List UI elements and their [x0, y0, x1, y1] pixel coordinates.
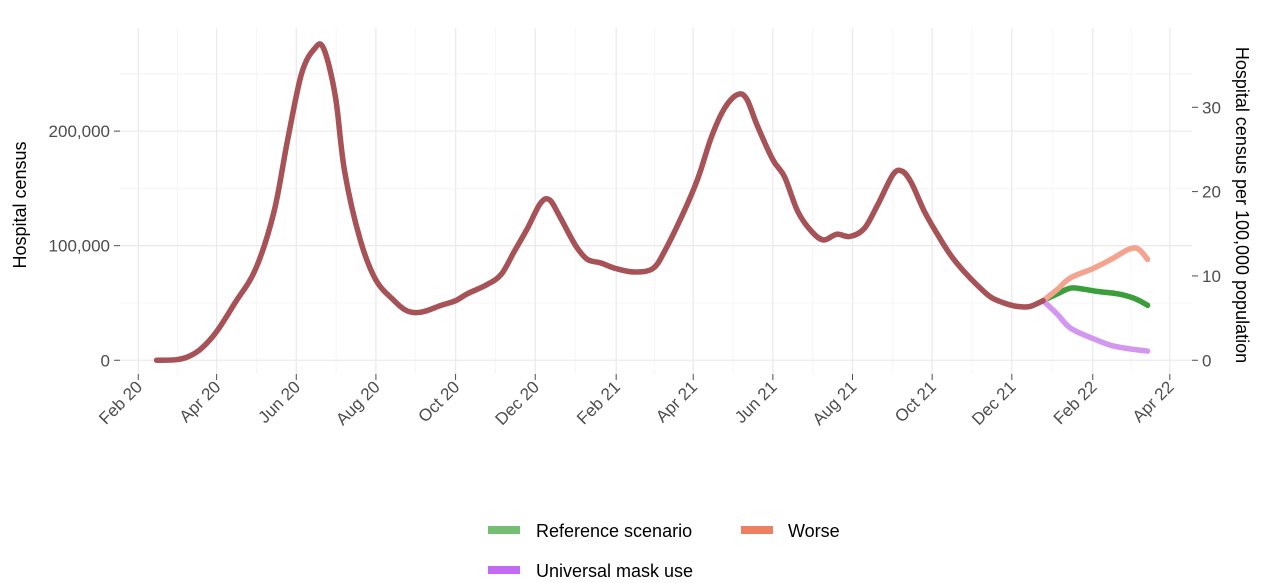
x-tick-label: Oct 20 — [415, 377, 464, 426]
x-tick-label: Feb 22 — [1050, 377, 1101, 428]
y-tick-label-left: 100,000 — [49, 237, 110, 256]
x-tick-label: Feb 20 — [95, 377, 146, 428]
tick-labels: Feb 20 Apr 20 Jun 20 Aug 20 Oct 20 Dec 20 Feb … — [49, 98, 1221, 429]
y-tick-label-right: 30 — [1202, 98, 1221, 117]
x-tick-label: Oct 21 — [891, 377, 940, 426]
x-tick-label: Jun 21 — [731, 377, 781, 427]
historical-series-line — [153, 41, 1046, 364]
y-axis-title-right: Hospital census per 100,000 population — [1232, 47, 1252, 363]
x-tick-label: Dec 21 — [968, 377, 1020, 429]
legend: Reference scenario Worse Universal mask us… — [488, 521, 840, 581]
legend-swatch — [488, 566, 520, 574]
legend-label: Reference scenario — [536, 521, 692, 541]
x-tick-label: Feb 21 — [573, 377, 624, 428]
series-line-worse — [1040, 245, 1151, 304]
y-axis-title-left: Hospital census — [10, 141, 30, 268]
legend-swatch — [488, 526, 520, 534]
x-tick-label: Dec 20 — [492, 377, 544, 429]
x-tick-label: Apr 20 — [176, 377, 225, 426]
y-tick-label-right: 0 — [1202, 351, 1211, 370]
series-lines — [153, 41, 1151, 364]
x-tick-label: Jun 20 — [255, 377, 305, 427]
legend-label: Universal mask use — [536, 561, 693, 581]
y-tick-label-right: 10 — [1202, 267, 1221, 286]
y-tick-label-right: 20 — [1202, 183, 1221, 202]
axis-ticks — [114, 106, 1198, 380]
legend-swatch — [741, 526, 773, 534]
grid — [120, 28, 1192, 374]
y-tick-label-left: 200,000 — [49, 122, 110, 141]
y-tick-label-left: 0 — [101, 351, 110, 370]
series-line-reference-scenario — [1040, 285, 1151, 309]
x-tick-label: Apr 21 — [652, 377, 701, 426]
series-line-universal-mask-use — [1040, 297, 1151, 354]
x-tick-label: Aug 21 — [809, 377, 861, 429]
x-tick-label: Aug 20 — [332, 377, 384, 429]
legend-label: Worse — [788, 521, 840, 541]
x-tick-label: Apr 22 — [1129, 377, 1178, 426]
